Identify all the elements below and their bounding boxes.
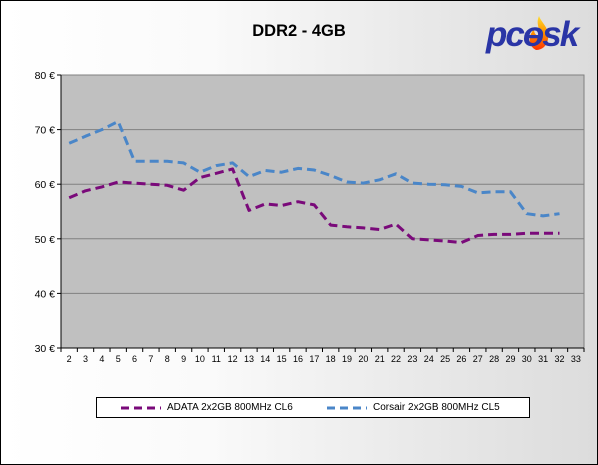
x-tick-label: 11 xyxy=(212,354,221,364)
y-tick-label: 60 € xyxy=(35,179,56,191)
x-tick-label: 4 xyxy=(99,354,104,364)
x-tick-label: 22 xyxy=(391,354,401,364)
x-tick-label: 2 xyxy=(67,354,72,364)
pcesk-logo: pcɵsk xyxy=(485,15,583,54)
x-tick-label: 19 xyxy=(342,354,352,364)
x-tick-label: 30 xyxy=(522,354,532,364)
x-tick-label: 8 xyxy=(165,354,170,364)
x-tick-label: 20 xyxy=(358,354,368,364)
series-line-corsair xyxy=(68,119,560,218)
legend-label-corsair: Corsair 2x2GB 800MHz CL5 xyxy=(373,402,500,413)
x-tick-label: 16 xyxy=(293,354,303,364)
x-tick-label: 32 xyxy=(554,354,564,364)
x-tick-label: 18 xyxy=(326,354,336,364)
x-tick-label: 23 xyxy=(407,354,417,364)
x-tick-label: 33 xyxy=(571,354,581,364)
y-tick-label: 30 € xyxy=(35,343,56,355)
x-tick-label: 9 xyxy=(181,354,186,364)
x-tick-label: 27 xyxy=(473,354,483,364)
x-tick-label: 5 xyxy=(116,354,121,364)
x-tick-label: 12 xyxy=(228,354,238,364)
x-tick-label: 21 xyxy=(375,354,385,364)
x-tick-label: 14 xyxy=(260,354,270,364)
legend-swatch-corsair xyxy=(327,406,367,410)
x-tick-label: 31 xyxy=(538,354,548,364)
x-tick-label: 3 xyxy=(83,354,88,364)
x-tick-label: 7 xyxy=(148,354,153,364)
x-tick-label: 10 xyxy=(195,354,205,364)
x-tick-label: 26 xyxy=(456,354,466,364)
y-tick-label: 80 € xyxy=(35,70,56,82)
svg-text:pcɵsk: pcɵsk xyxy=(485,15,581,54)
x-tick-label: 17 xyxy=(309,354,319,364)
y-tick-label: 70 € xyxy=(35,125,56,137)
x-tick-label: 29 xyxy=(505,354,515,364)
x-tick-label: 25 xyxy=(440,354,450,364)
plot-area xyxy=(60,74,585,349)
series-line-adata xyxy=(68,167,560,245)
x-tick-label: 24 xyxy=(424,354,434,364)
y-tick-label: 50 € xyxy=(35,234,56,246)
chart-title: DDR2 - 4GB xyxy=(252,22,346,40)
x-tick-label: 13 xyxy=(244,354,254,364)
x-tick-label: 6 xyxy=(132,354,137,364)
legend-label-adata: ADATA 2x2GB 800MHz CL6 xyxy=(167,402,293,413)
legend-swatch-adata xyxy=(121,406,161,410)
y-tick-label: 40 € xyxy=(35,288,56,300)
x-tick-label: 28 xyxy=(489,354,499,364)
legend: ADATA 2x2GB 800MHz CL6 Corsair 2x2GB 800… xyxy=(96,397,530,418)
x-tick-label: 15 xyxy=(277,354,287,364)
